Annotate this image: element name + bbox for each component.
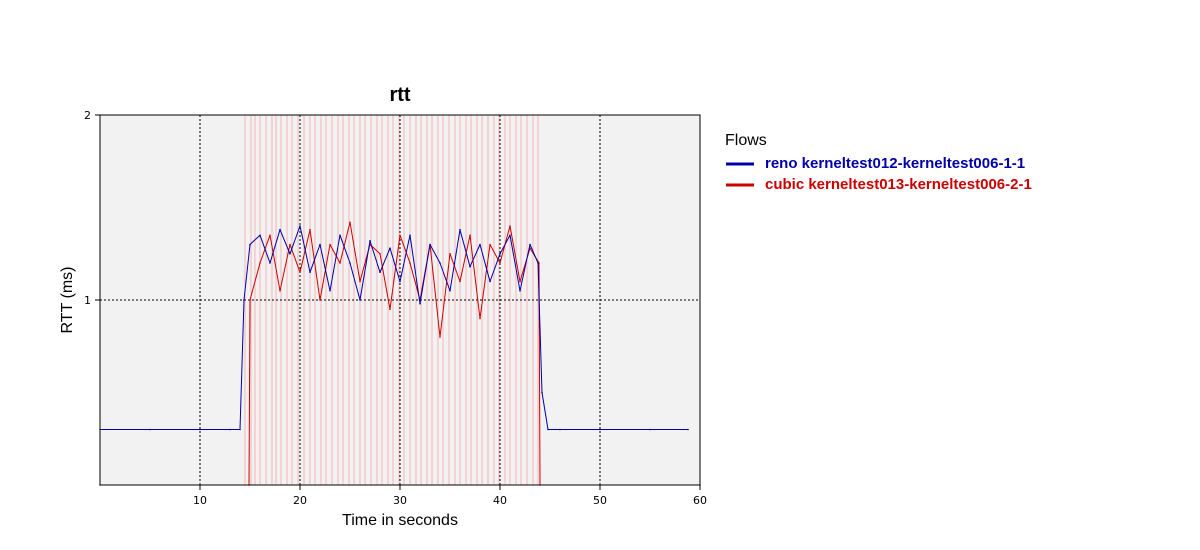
series-point-reno-28: [469, 265, 471, 268]
series-point-cubic-17: [389, 308, 391, 311]
legend-label-cubic: cubic kerneltest013-kerneltest006-2-1: [765, 176, 1032, 193]
series-point-reno-32: [509, 234, 511, 237]
x-tick-label-10: 10: [193, 494, 207, 507]
series-point-reno-9: [279, 228, 281, 231]
series-point-reno-36: [541, 391, 543, 394]
x-tick-label-30: 30: [393, 494, 407, 507]
series-point-reno-1: [149, 428, 151, 431]
series-point-cubic-11: [329, 243, 331, 246]
series-point-reno-25: [439, 262, 441, 264]
series-point-cubic-4: [259, 262, 261, 264]
series-point-reno-17: [359, 299, 361, 301]
series-point-cubic-29: [509, 225, 511, 227]
series-point-cubic-6: [279, 289, 281, 292]
series-point-reno-19: [379, 271, 381, 274]
y-axis-label: RTT (ms): [59, 267, 76, 334]
series-point-cubic-3: [249, 299, 251, 301]
y-tick-label-2: 2: [84, 109, 91, 122]
series-point-cubic-10: [319, 299, 321, 301]
series-point-cubic-26: [479, 317, 481, 320]
series-point-reno-5: [243, 299, 245, 301]
series-point-reno-13: [319, 243, 321, 246]
series-point-cubic-7: [289, 243, 291, 246]
series-point-reno-11: [299, 225, 301, 227]
series-point-reno-41: [687, 428, 689, 431]
series-point-reno-40: [649, 428, 651, 431]
series-point-cubic-5: [269, 234, 271, 237]
series-point-reno-15: [339, 234, 341, 237]
y-tick-label-1: 1: [84, 294, 91, 307]
series-point-reno-7: [259, 234, 261, 237]
series-point-cubic-22: [439, 336, 441, 338]
series-point-cubic-16: [379, 252, 381, 255]
series-point-cubic-23: [449, 252, 451, 255]
series-point-cubic-30: [519, 280, 521, 283]
series-point-cubic-25: [469, 234, 471, 237]
series-point-reno-21: [399, 280, 401, 283]
series-point-reno-2: [199, 428, 201, 431]
series-point-reno-12: [309, 271, 311, 274]
series-point-cubic-28: [499, 262, 501, 264]
series-point-reno-20: [389, 247, 391, 249]
series-point-reno-23: [419, 302, 421, 305]
series-point-cubic-9: [309, 228, 311, 231]
series-point-reno-10: [289, 252, 291, 255]
legend-label-reno: reno kerneltest012-kerneltest006-1-1: [765, 155, 1025, 172]
x-tick-label-60: 60: [693, 494, 707, 507]
series-point-reno-3: [229, 428, 231, 431]
legend-title: Flows: [725, 132, 767, 149]
x-tick-label-20: 20: [293, 494, 307, 507]
series-point-cubic-19: [409, 262, 411, 264]
series-point-reno-38: [559, 428, 561, 431]
series-line-reno: [100, 225, 688, 430]
series-point-reno-29: [479, 243, 481, 246]
series-point-reno-22: [409, 234, 411, 237]
series-point-reno-16: [349, 262, 351, 264]
series-point-reno-27: [459, 228, 461, 231]
series-point-cubic-14: [359, 280, 361, 283]
series-point-cubic-27: [489, 243, 491, 246]
x-tick-label-50: 50: [593, 494, 607, 507]
series-point-reno-26: [449, 289, 451, 292]
series-point-cubic-12: [339, 262, 341, 264]
axis-ticks: 10 20 30 40 50 60 1 2: [84, 109, 707, 507]
series-point-reno-14: [329, 289, 331, 292]
series-point-reno-8: [269, 262, 271, 264]
series-point-reno-6: [249, 243, 251, 246]
series-point-reno-34: [529, 243, 531, 246]
series-lines: [99, 221, 701, 486]
series-point-reno-30: [489, 280, 491, 283]
series-point-reno-39: [599, 428, 601, 431]
series-point-cubic-24: [459, 280, 461, 283]
series-point-reno-35: [537, 262, 539, 264]
x-tick-label-40: 40: [493, 494, 507, 507]
series-point-reno-37: [547, 428, 549, 431]
series-point-reno-18: [369, 240, 371, 242]
series-point-reno-31: [499, 252, 501, 255]
series-point-cubic-13: [349, 221, 351, 224]
series-point-reno-33: [519, 289, 521, 292]
series-line-cubic: [100, 221, 700, 486]
series-point-cubic-18: [399, 234, 401, 237]
series-point-cubic-8: [299, 271, 301, 274]
legend: Flows reno kerneltest012-kerneltest006-1…: [725, 132, 1032, 193]
series-point-reno-4: [239, 428, 241, 431]
x-axis-label: Time in seconds: [342, 512, 458, 529]
series-point-reno-24: [429, 243, 431, 246]
chart-title: rtt: [389, 84, 410, 106]
